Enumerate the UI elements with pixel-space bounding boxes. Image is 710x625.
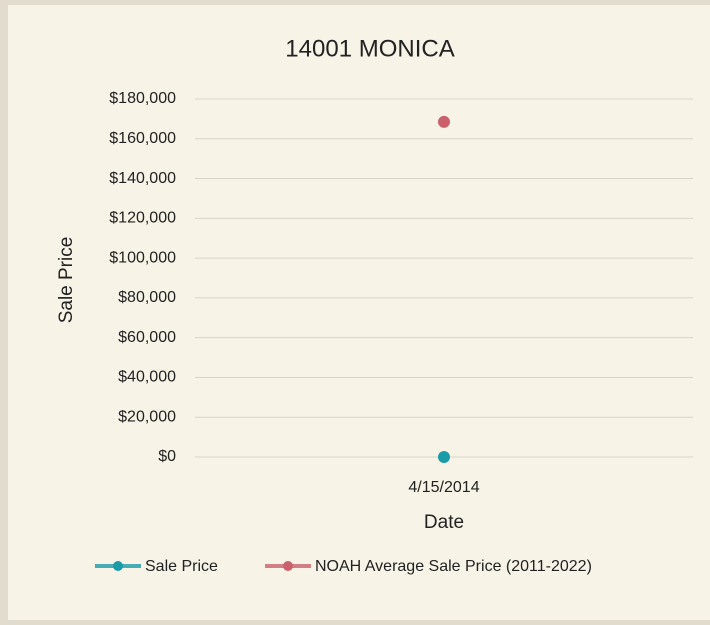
data-point [438, 451, 450, 463]
y-tick-label: $120,000 [109, 210, 176, 227]
y-tick-label: $100,000 [109, 249, 176, 266]
y-tick-label: $60,000 [118, 329, 176, 346]
data-point [438, 115, 450, 128]
y-tick-label: $20,000 [118, 408, 176, 425]
legend-label: NOAH Average Sale Price (2011-2022) [315, 558, 592, 575]
chart-panel [8, 5, 710, 620]
legend-swatch-marker [113, 561, 123, 571]
y-tick-label: $80,000 [118, 289, 176, 306]
legend-swatch-marker [283, 561, 293, 571]
legend-label: Sale Price [145, 558, 218, 575]
y-tick-label: $140,000 [109, 170, 176, 187]
x-tick-label: 4/15/2014 [408, 479, 479, 496]
y-tick-label: $180,000 [109, 90, 176, 107]
y-tick-label: $40,000 [118, 369, 176, 386]
chart-title: 14001 MONICA [285, 35, 454, 62]
y-tick-label: $160,000 [109, 130, 176, 147]
y-tick-label: $0 [158, 448, 176, 465]
y-axis-label: Sale Price [56, 237, 77, 324]
x-axis-label: Date [424, 512, 464, 533]
